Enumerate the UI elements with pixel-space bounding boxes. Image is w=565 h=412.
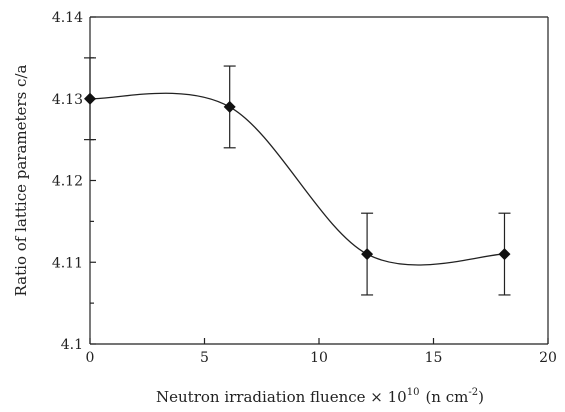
x-axis-label: Neutron irradiation fluence × 1010 (n cm-… (156, 387, 484, 406)
x-tick-label: 10 (310, 350, 328, 366)
x-ticks: 0 5 10 15 20 (86, 338, 557, 366)
data-point-marker (223, 100, 236, 113)
x-tick-label: 20 (539, 350, 557, 366)
series-curve (89, 92, 505, 266)
y-tick-label: 4.11 (52, 255, 83, 271)
x-tick-label: 0 (86, 350, 95, 366)
x-axis-label-unit-open: (n cm (425, 388, 468, 406)
y-tick-label: 4.13 (52, 92, 83, 108)
y-tick-label: 4.1 (61, 337, 83, 353)
x-axis-label-main: Neutron irradiation fluence × 10 (156, 388, 407, 406)
x-axis-label-exponent: 10 (407, 387, 420, 398)
y-ticks: 4.1 4.11 4.12 4.13 4.14 (52, 10, 96, 353)
x-tick-label: 5 (200, 350, 209, 366)
y-tick-label: 4.12 (52, 174, 83, 190)
data-point-marker (498, 248, 511, 261)
y-tick-label: 4.14 (52, 10, 83, 26)
y-axis-label: Ratio of lattice parameters c/a (12, 65, 30, 297)
x-tick-label: 15 (425, 350, 443, 366)
data-markers (84, 92, 511, 261)
plot-area (89, 16, 549, 345)
x-axis-label-unit-exponent: -2 (468, 387, 478, 398)
data-point-marker (84, 92, 96, 105)
x-axis-label-unit-close: ) (478, 388, 484, 406)
data-point-marker (361, 248, 374, 261)
